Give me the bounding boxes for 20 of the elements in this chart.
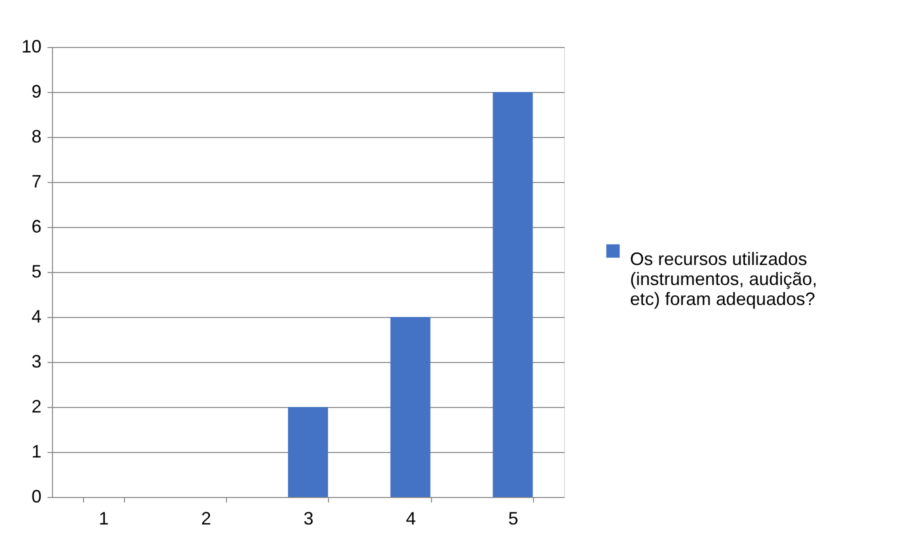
bar <box>492 92 533 497</box>
y-tick-label: 3 <box>31 352 42 372</box>
y-tick-label: 2 <box>31 396 42 416</box>
y-tick-label: 0 <box>31 486 42 506</box>
y-tick-label: 5 <box>31 262 42 282</box>
y-tick-label: 4 <box>31 306 42 326</box>
x-tick-label: 4 <box>406 508 416 528</box>
x-tick-label: 2 <box>201 508 212 528</box>
y-tick-label: 9 <box>31 82 42 102</box>
x-tick-label: 5 <box>508 508 518 528</box>
bar <box>390 317 430 497</box>
y-tick-label: 6 <box>31 216 42 236</box>
y-tick-label: 1 <box>31 442 42 462</box>
legend-label: Os recursos utilizados (instrumentos, audição, etc) foram adequados? <box>630 249 818 309</box>
y-tick-label: 7 <box>31 172 42 192</box>
x-tick-label: 3 <box>303 508 314 528</box>
bar <box>288 407 328 497</box>
y-tick-label: 8 <box>31 126 42 146</box>
y-tick-label: 10 <box>21 36 42 56</box>
x-tick-label: 1 <box>98 508 109 528</box>
